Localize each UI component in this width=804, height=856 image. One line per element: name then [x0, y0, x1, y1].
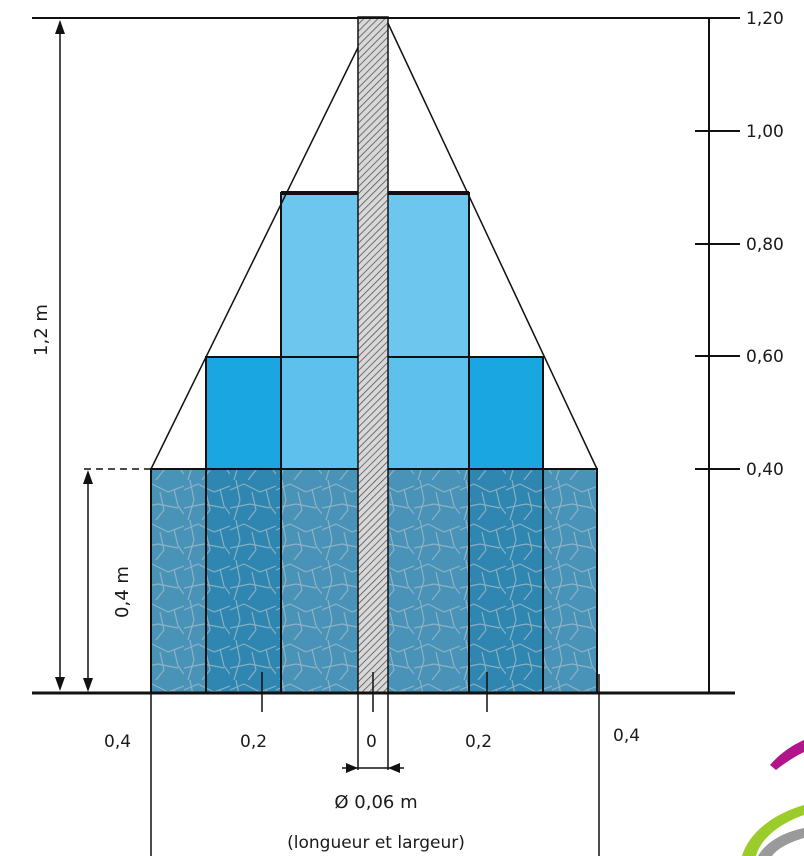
diameter-label: Ø 0,06 m	[334, 792, 417, 813]
scale-label-0-80: 0,80	[746, 235, 784, 255]
scale-label-1-00: 1,00	[746, 122, 784, 142]
x-tick-center: 0	[366, 732, 377, 752]
total-height-label: 1,2 m	[31, 304, 52, 356]
diameter-dimension: Ø 0,06 m	[334, 693, 418, 813]
center-post	[357, 16, 389, 694]
footnote-label: (longueur et largeur)	[287, 833, 465, 853]
diameter-arrow-left	[346, 763, 358, 773]
scale-label-0-40: 0,40	[746, 460, 784, 480]
x-tick-right-outer: 0,4	[613, 726, 640, 746]
height-scale: 1,20 1,00 0,80 0,60 0,40	[695, 9, 784, 693]
logo-swoosh-purple	[770, 740, 804, 770]
x-tick-right-inner: 0,2	[465, 732, 492, 752]
base-height-dimension: 0,4 m	[83, 468, 151, 692]
scale-label-1-20: 1,20	[746, 9, 784, 29]
diameter-arrow-right	[388, 763, 400, 773]
x-tick-left-inner: 0,2	[240, 732, 267, 752]
cone-right-line	[385, 18, 598, 470]
total-height-arrow-top	[55, 20, 65, 34]
base-height-arrow-top	[83, 470, 93, 484]
logo-swoosh	[742, 740, 804, 856]
width-ticks: 0,4 0,2 0 0,2 0,4	[104, 672, 640, 752]
logo-swoosh-gray	[758, 828, 804, 856]
base-height-label: 0,4 m	[112, 566, 133, 618]
base-height-arrow-bottom	[83, 678, 93, 692]
x-tick-left-outer: 0,4	[104, 732, 131, 752]
scale-label-0-60: 0,60	[746, 347, 784, 367]
total-height-arrow-bottom	[55, 677, 65, 691]
total-height-dimension: 1,2 m	[31, 20, 65, 691]
cone-left-line	[150, 18, 373, 470]
logo-swoosh-green	[742, 805, 804, 856]
